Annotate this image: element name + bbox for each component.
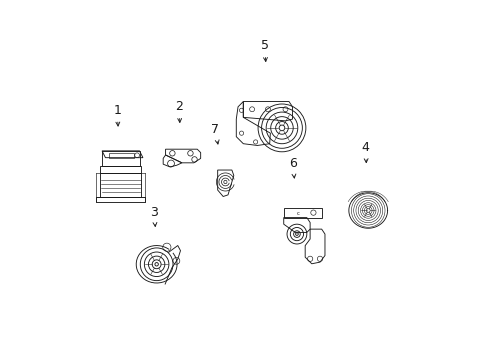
Text: c: c: [297, 211, 300, 216]
Text: 6: 6: [288, 157, 296, 178]
Text: 1: 1: [113, 104, 121, 126]
Text: 3: 3: [150, 206, 158, 226]
Text: 5: 5: [260, 39, 268, 62]
Text: 7: 7: [211, 123, 219, 144]
Text: 2: 2: [175, 100, 183, 122]
Text: 4: 4: [361, 141, 369, 163]
